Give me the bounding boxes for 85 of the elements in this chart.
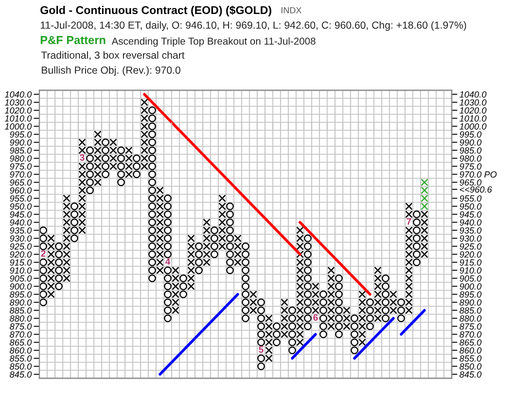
y-tick-label: 1020.0 [4,107,32,114]
y-tick-label: 925.0 [10,243,32,250]
annotation: 7 [406,218,412,225]
y-tick-label: 1040.0 [4,91,32,98]
y2-tick-label: 920.0 [460,251,482,258]
y-tick-label: 1000.0 [4,123,32,130]
y-tick-label: 890.0 [10,299,32,306]
y2-tick-label: 950.0 [460,203,482,210]
y-tick-label: 880.0 [10,315,32,322]
y2-tick-label: 870.0 [460,331,482,338]
y2-tick-label: 860.0 [460,347,482,354]
annotation: 3 [80,154,84,161]
y2-tick-label: 900.0 [460,283,482,290]
y2-tick-label: 1000.0 [460,123,486,130]
y-tick-label: 960.0 [10,187,32,194]
y2-tick-label: 995.0 [460,131,482,138]
annotation: 6 [313,314,318,321]
annotation: 5 [258,346,264,353]
chart-title: Gold - Continuous Contract (EOD) ($GOLD) [40,6,272,16]
y2-tick-label: 1030.0 [460,99,486,106]
y2-tick-label: 975.0 [460,163,482,170]
y-tick-label: 995.0 [10,131,32,138]
y-tick-label: 920.0 [10,251,32,258]
y-tick-label: 850.0 [10,363,32,370]
text: P&F Pattern [40,36,106,44]
y2-tick-label: 990.0 [460,139,482,146]
y-tick-label: 975.0 [10,163,32,170]
y2-tick-label: 1010.0 [460,115,486,122]
annotation: 4 [165,258,170,265]
y2-tick-label: 890.0 [460,299,482,306]
y2-tick-label: 965.0 [460,179,482,186]
annotation: 2 [41,250,46,257]
y2-tick-label: 1040.0 [460,91,486,98]
y2-tick-label: 1020.0 [460,107,486,114]
y-tick-label: 875.0 [10,323,32,330]
y2-tick-label: 970.0 PO [460,171,497,178]
y-tick-label: 895.0 [10,291,32,298]
y2-tick-label: 935.0 [460,227,482,234]
y-tick-label: 855.0 [10,355,32,362]
y-tick-label: 915.0 [10,259,32,266]
y-tick-label: 955.0 [10,195,32,202]
y-tick-label: 860.0 [10,347,32,354]
y-tick-label: 970.0 [10,171,32,178]
text: INDX [282,7,302,14]
y-tick-label: 935.0 [10,227,32,234]
y-tick-label: 965.0 [10,179,32,186]
y2-tick-label: 875.0 [460,323,482,330]
y2-tick-label: 895.0 [460,291,482,298]
y-tick-label: 1030.0 [4,99,32,106]
y2-tick-label: 925.0 [460,243,482,250]
y-tick-label: 900.0 [10,283,32,290]
y2-tick-label: 845.0 [460,371,482,378]
y-tick-label: 885.0 [10,307,32,314]
y-tick-label: 950.0 [10,203,32,210]
y2-tick-label: 945.0 [460,211,482,218]
y2-tick-label: 915.0 [460,259,482,266]
y2-tick-label: 905.0 [460,275,482,282]
y2-tick-label: 880.0 [460,315,482,322]
y-tick-label: 905.0 [10,275,32,282]
y-tick-label: 990.0 [10,139,32,146]
y-tick-label: 870.0 [10,331,32,338]
y2-tick-label: 930.0 [460,235,482,242]
y-tick-label: 865.0 [10,339,32,346]
y2-tick-label: 910.0 [460,267,482,274]
y-tick-label: 845.0 [10,371,32,378]
y-tick-label: 1010.0 [4,115,32,122]
text: Traditional, 3 box reversal chart [41,51,184,60]
y2-tick-label: 885.0 [460,307,482,314]
y2-tick-label: 855.0 [460,355,482,362]
y2-tick-label: <<960.6 [460,186,492,193]
y2-tick-label: 985.0 [460,147,482,154]
y2-tick-label: 850.0 [460,363,482,370]
y-tick-label: 930.0 [10,235,32,242]
y-tick-label: 945.0 [10,211,32,218]
y2-tick-label: 940.0 [460,219,482,226]
y-tick-label: 985.0 [10,147,32,154]
y-tick-label: 940.0 [10,219,32,226]
chart-subtitle: 11-Jul-2008, 14:30 ET, daily, O: 946.10, H: 969.10, L: 942.60, C: 960.60, Chg: +18.60 (1.97%) [40,21,466,31]
y2-tick-label: 980.0 [460,155,482,162]
y2-tick-label: 865.0 [460,339,482,346]
text: Ascending Triple Top Breakout on 11-Jul-2008 [112,37,316,47]
y-tick-label: 910.0 [10,267,32,274]
y-tick-label: 980.0 [10,155,32,162]
y2-tick-label: 955.0 [460,195,482,202]
text: Bullish Price Obj. (Rev.): 970.0 [42,66,180,76]
